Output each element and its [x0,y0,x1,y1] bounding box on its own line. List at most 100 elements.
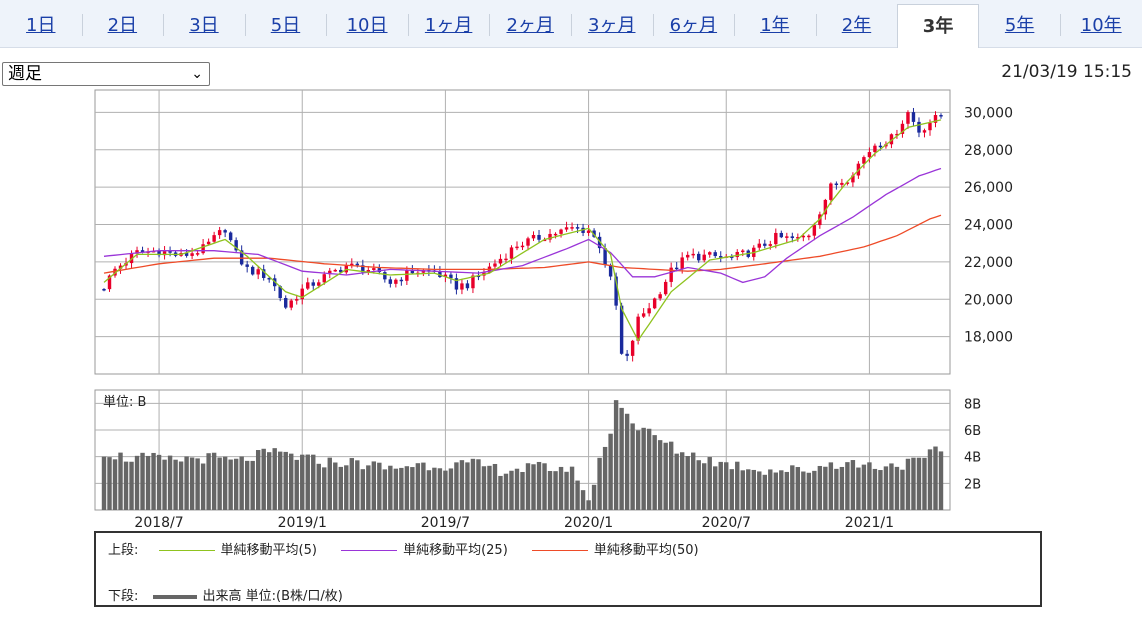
volume-bar [520,471,525,510]
volume-bar [619,407,624,510]
x-tick-label: 2019/1 [278,515,327,530]
candle-body [680,257,684,270]
candle-body [394,279,398,284]
volume-bar [762,474,767,510]
tab-1[interactable]: 1日 [26,15,56,36]
volume-bar [289,453,294,510]
volume-bar [547,470,553,510]
volume-bar [608,433,613,510]
volume-bar [867,462,872,510]
candle-body [520,245,525,248]
candle-body [702,254,706,261]
volume-bar [597,457,602,510]
candle-body [575,227,580,229]
x-tick-label: 2019/7 [421,515,470,530]
candle-body [691,253,695,256]
candle-body [399,279,404,282]
stock-chart: 30,000 28,000 26,000 24,000 22,000 20,000 18,0… [94,89,1013,530]
volume-bar [437,468,443,510]
volume-bar [178,461,184,510]
candle-body [834,183,839,186]
volume-bar [812,470,817,510]
tab-separator [163,14,165,36]
candle-body [779,232,784,238]
candle-body [663,281,668,295]
candle-body [713,252,717,257]
candle-body [823,199,828,215]
volume-bar [690,452,696,510]
legend-ma25-label: 単純移動平均(25) [403,543,508,558]
tab-separator [407,14,409,36]
candle-body [295,299,299,301]
volume-bar [211,452,217,510]
volume-bar [927,449,933,510]
candle-body [410,270,415,274]
volume-bar [779,470,784,510]
volume-bar [806,472,812,510]
volume-bar [454,462,459,510]
volume-bar [112,459,118,510]
volume-bar [151,452,156,510]
candle-body [311,282,315,286]
candle-body [509,247,514,259]
candle-body [460,283,464,290]
tab-2[interactable]: 2日 [107,15,138,36]
legend-volume-label: 出来高 単位:(B株/口/枚) [202,589,343,604]
tab-12[interactable]: 3年 [897,4,979,48]
candle-body [553,233,558,236]
volume-bar [145,455,151,510]
candle-body [377,268,382,273]
volume-bar [300,454,305,510]
candle-body [785,236,789,238]
candle-body [708,252,712,255]
candle-body [245,264,249,267]
candle-body [471,275,475,289]
candle-body [195,253,200,255]
candle-body [168,251,172,253]
chevron-down-icon: ⌄ [191,66,203,82]
candle-body [322,274,326,283]
volume-bar [641,427,646,510]
candle-body [586,230,591,233]
candle-body [355,263,360,266]
volume-bar [327,457,332,510]
volume-bar [630,423,635,510]
tab-7[interactable]: 2ヶ月 [506,15,554,36]
candle-body [878,145,883,148]
tab-6[interactable]: 1ヶ月 [424,15,473,36]
candle-body [641,313,646,317]
x-tick-label: 2021/1 [845,515,894,530]
candle-body [647,308,651,314]
candle-body [333,269,337,272]
tab-9[interactable]: 6ヶ月 [669,15,718,36]
legend-ma50-label: 単純移動平均(50) [593,543,699,558]
volume-bar [635,430,641,510]
volume-bar [768,469,773,510]
volume-bar [613,400,619,510]
volume-bar [839,466,845,510]
volume-bar [432,467,437,510]
tab-14[interactable]: 10年 [1080,15,1122,36]
candle-body [234,240,238,251]
candle-body [674,267,679,270]
volume-bar [713,466,718,510]
tab-13[interactable]: 5年 [1004,15,1035,36]
candle-body [250,266,255,275]
candle-body [939,115,943,117]
tab-10[interactable]: 1年 [760,15,790,36]
tab-5[interactable]: 10日 [346,15,388,36]
tab-11[interactable]: 2年 [841,15,872,36]
price-panel-frame [94,89,951,375]
candle-body [388,279,393,284]
candle-body [476,275,481,278]
tab-3[interactable]: 3日 [189,15,219,36]
tab-4[interactable]: 5日 [270,15,301,36]
candle-body [625,353,629,356]
candle-body [317,282,321,286]
candle-body [922,130,927,133]
legend-ma50: 単純移動平均(50) [526,539,699,558]
candle-period-select[interactable]: 週足 ⌄ [2,62,210,86]
candle-body [697,253,701,261]
tab-8[interactable]: 3ヶ月 [588,15,636,36]
volume-bar [746,469,751,510]
